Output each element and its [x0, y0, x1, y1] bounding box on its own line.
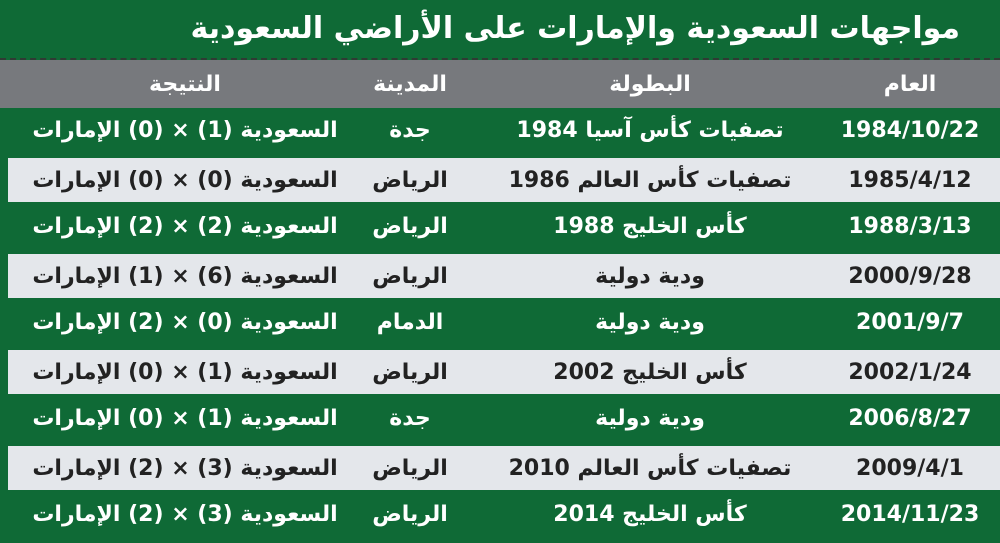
- competition-cell: تصفيات كأس العالم 2010: [508, 455, 792, 481]
- competition-cell: كأس الخليج 2014: [553, 501, 747, 527]
- date-cell: 2000/9/28: [848, 263, 972, 289]
- result-cell: السعودية (0) × (2) الإمارات: [32, 309, 338, 335]
- table-row: 2000/9/28 ودية دولية الرياض السعودية (6) × …: [8, 254, 1000, 298]
- table-row: 2009/4/1 تصفيات كأس العالم 2010 الرياض السع…: [8, 446, 1000, 490]
- table-header: العام البطولة المدينة النتيجة: [0, 60, 1000, 108]
- header-competition: البطولة: [609, 71, 691, 97]
- date-cell: 1985/4/12: [848, 167, 972, 193]
- date-cell: 2001/9/7: [856, 309, 964, 335]
- city-cell: الرياض: [372, 263, 448, 289]
- table-row: 2002/1/24 كأس الخليج 2002 الرياض السعودية (…: [8, 350, 1000, 394]
- city-cell: الدمام: [376, 309, 444, 335]
- competition-cell: ودية دولية: [595, 263, 705, 289]
- table-row: 1984/10/22 تصفيات كأس آسيا 1984 جدة السعودي…: [0, 108, 1000, 152]
- header-city: المدينة: [373, 71, 447, 97]
- city-cell: الرياض: [372, 455, 448, 481]
- result-cell: السعودية (3) × (2) الإمارات: [32, 501, 338, 527]
- city-cell: الرياض: [372, 167, 448, 193]
- table-row: 2014/11/23 كأس الخليج 2014 الرياض السعودية …: [0, 492, 1000, 536]
- competition-cell: ودية دولية: [595, 309, 705, 335]
- table-row: 1985/4/12 تصفيات كأس العالم 1986 الرياض الس…: [8, 158, 1000, 202]
- table-row: 2001/9/7 ودية دولية الدمام السعودية (0) × (…: [0, 300, 1000, 344]
- result-cell: السعودية (1) × (0) الإمارات: [32, 117, 338, 143]
- date-cell: 2006/8/27: [848, 405, 972, 431]
- date-cell: 2002/1/24: [848, 359, 972, 385]
- competition-cell: ودية دولية: [595, 405, 705, 431]
- competition-cell: تصفيات كأس آسيا 1984: [516, 117, 784, 143]
- date-cell: 1988/3/13: [848, 213, 972, 239]
- header-year: العام: [883, 71, 937, 97]
- result-cell: السعودية (1) × (0) الإمارات: [32, 405, 338, 431]
- date-cell: 2014/11/23: [840, 501, 980, 527]
- header-result: النتيجة: [149, 71, 221, 97]
- date-cell: 1984/10/22: [840, 117, 980, 143]
- result-cell: السعودية (1) × (0) الإمارات: [32, 359, 338, 385]
- table-row: 1988/3/13 كأس الخليج 1988 الرياض السعودية (…: [0, 204, 1000, 248]
- divider: [0, 58, 1000, 60]
- competition-cell: كأس الخليج 1988: [553, 213, 747, 239]
- result-cell: السعودية (3) × (2) الإمارات: [32, 455, 338, 481]
- competition-cell: تصفيات كأس العالم 1986: [508, 167, 792, 193]
- city-cell: الرياض: [372, 359, 448, 385]
- result-cell: السعودية (6) × (1) الإمارات: [32, 263, 338, 289]
- date-cell: 2009/4/1: [856, 455, 964, 481]
- city-cell: الرياض: [372, 213, 448, 239]
- city-cell: جدة: [389, 117, 431, 143]
- result-cell: السعودية (2) × (2) الإمارات: [32, 213, 338, 239]
- competition-cell: كأس الخليج 2002: [553, 359, 747, 385]
- city-cell: جدة: [389, 405, 431, 431]
- result-cell: السعودية (0) × (0) الإمارات: [32, 167, 338, 193]
- city-cell: الرياض: [372, 501, 448, 527]
- page-title: مواجهات السعودية والإمارات على الأراضي ا…: [190, 11, 960, 46]
- table-row: 2006/8/27 ودية دولية جدة السعودية (1) × (0)…: [0, 396, 1000, 440]
